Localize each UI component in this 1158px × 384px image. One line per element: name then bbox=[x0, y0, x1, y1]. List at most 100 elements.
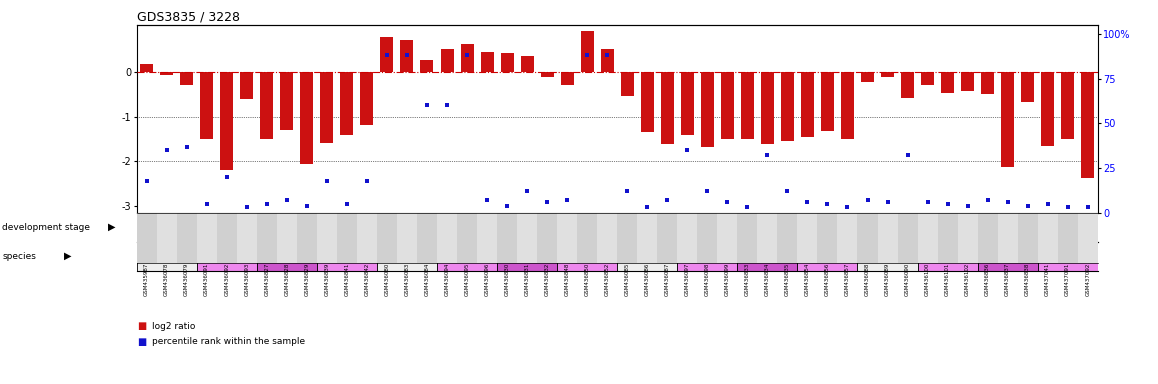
Bar bbox=[457, 213, 477, 263]
Bar bbox=[461, 44, 474, 72]
Bar bbox=[137, 213, 156, 263]
Bar bbox=[197, 242, 257, 271]
Bar bbox=[497, 213, 518, 263]
Bar bbox=[197, 213, 217, 263]
Bar bbox=[541, 72, 554, 77]
Bar bbox=[617, 213, 637, 263]
Text: F1 hybrid: F1 hybrid bbox=[330, 253, 364, 259]
Bar bbox=[537, 213, 557, 263]
Text: D.simulans: D.simulans bbox=[448, 253, 486, 259]
Bar bbox=[617, 242, 677, 271]
Bar bbox=[658, 213, 677, 263]
Bar bbox=[240, 72, 254, 99]
Bar bbox=[376, 242, 437, 271]
Bar bbox=[437, 242, 497, 271]
Bar bbox=[738, 213, 757, 263]
Bar bbox=[621, 72, 633, 96]
Bar bbox=[437, 213, 457, 263]
Bar bbox=[477, 213, 497, 263]
Bar bbox=[401, 40, 413, 72]
Bar bbox=[376, 213, 617, 242]
Text: ▶: ▶ bbox=[108, 222, 115, 232]
Bar bbox=[598, 213, 617, 263]
Text: ■: ■ bbox=[137, 337, 146, 347]
Bar bbox=[357, 213, 376, 263]
Bar bbox=[917, 242, 977, 271]
Text: D.simulans: D.simulans bbox=[929, 253, 967, 259]
Bar bbox=[661, 72, 674, 144]
Bar bbox=[941, 72, 954, 93]
Bar bbox=[938, 213, 958, 263]
Text: D.sechellia: D.sechellia bbox=[508, 253, 547, 259]
Bar bbox=[637, 213, 658, 263]
Text: D.sechellia: D.sechellia bbox=[267, 253, 306, 259]
Bar bbox=[1041, 72, 1054, 146]
Bar bbox=[857, 213, 1098, 242]
Text: ▶: ▶ bbox=[64, 251, 71, 261]
Bar bbox=[337, 213, 357, 263]
Bar bbox=[296, 213, 317, 263]
Text: log2 ratio: log2 ratio bbox=[152, 322, 195, 331]
Bar bbox=[160, 72, 174, 76]
Bar bbox=[798, 213, 818, 263]
Text: late pupal: late pupal bbox=[710, 222, 765, 232]
Bar bbox=[140, 64, 153, 72]
Text: D.melanogast
er: D.melanogast er bbox=[623, 250, 672, 263]
Bar bbox=[1002, 72, 1014, 167]
Bar bbox=[217, 213, 236, 263]
Text: D.melanogast
er: D.melanogast er bbox=[142, 250, 191, 263]
Text: ■: ■ bbox=[137, 321, 146, 331]
Text: percentile rank within the sample: percentile rank within the sample bbox=[152, 337, 305, 346]
Bar bbox=[177, 213, 197, 263]
Bar bbox=[560, 72, 573, 85]
Bar bbox=[557, 213, 577, 263]
Text: D.melanogast
er: D.melanogast er bbox=[863, 250, 911, 263]
Bar bbox=[261, 72, 273, 139]
Bar bbox=[617, 213, 857, 242]
Bar bbox=[977, 213, 998, 263]
Bar bbox=[677, 242, 738, 271]
Bar bbox=[640, 72, 654, 132]
Bar bbox=[741, 72, 754, 139]
Bar bbox=[1057, 213, 1078, 263]
Bar bbox=[277, 213, 296, 263]
Bar bbox=[236, 213, 257, 263]
Bar bbox=[841, 72, 853, 139]
Bar bbox=[1061, 72, 1075, 139]
Bar bbox=[1038, 242, 1098, 271]
Bar bbox=[677, 213, 697, 263]
Bar bbox=[761, 72, 774, 144]
Text: larval: larval bbox=[241, 222, 272, 232]
Text: development stage: development stage bbox=[2, 223, 90, 232]
Bar bbox=[1018, 213, 1038, 263]
Text: D.simulans: D.simulans bbox=[688, 253, 727, 259]
Text: adult: adult bbox=[963, 222, 992, 232]
Text: early pupal: early pupal bbox=[466, 222, 528, 232]
Text: F1 hybrid: F1 hybrid bbox=[1051, 253, 1084, 259]
Bar bbox=[220, 72, 233, 170]
Bar bbox=[440, 49, 454, 72]
Bar bbox=[801, 72, 814, 137]
Text: D.sechellia: D.sechellia bbox=[748, 253, 786, 259]
Bar bbox=[862, 72, 874, 82]
Bar bbox=[1078, 213, 1098, 263]
Text: GDS3835 / 3228: GDS3835 / 3228 bbox=[137, 11, 240, 24]
Bar bbox=[757, 213, 777, 263]
Bar bbox=[137, 213, 376, 242]
Bar bbox=[521, 56, 534, 72]
Bar bbox=[897, 213, 917, 263]
Bar bbox=[360, 72, 373, 125]
Bar bbox=[720, 72, 734, 139]
Bar bbox=[821, 72, 834, 131]
Text: D.simulans: D.simulans bbox=[207, 253, 247, 259]
Bar bbox=[300, 72, 314, 164]
Bar bbox=[738, 242, 798, 271]
Bar bbox=[200, 72, 213, 139]
Bar bbox=[917, 213, 938, 263]
Bar bbox=[958, 213, 977, 263]
Bar bbox=[697, 213, 717, 263]
Bar bbox=[317, 242, 376, 271]
Bar bbox=[580, 31, 594, 72]
Text: F1 hybrid: F1 hybrid bbox=[571, 253, 603, 259]
Bar bbox=[780, 72, 794, 141]
